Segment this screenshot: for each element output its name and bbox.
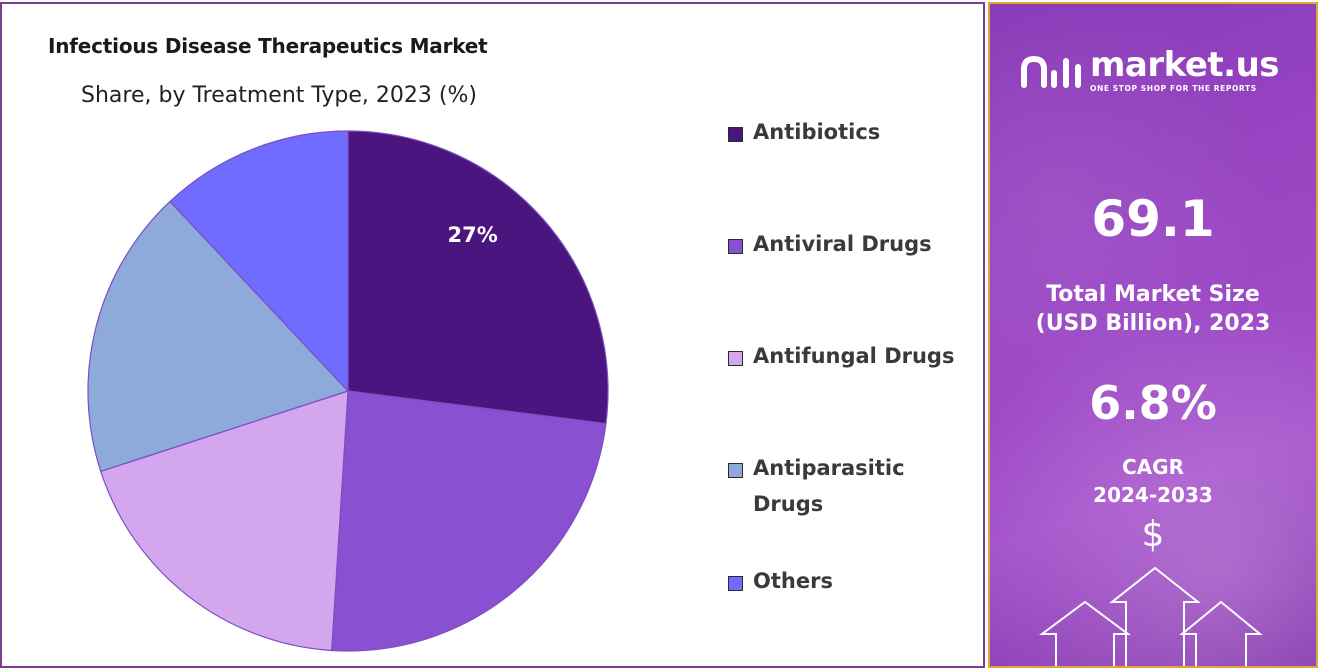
legend-item-antiviral-drugs: Antiviral Drugs (728, 232, 973, 262)
market-us-logo: market.us ONE STOP SHOP FOR THE REPORTS (1020, 45, 1280, 93)
market-size-label-line2: (USD Billion), 2023 (1035, 311, 1271, 336)
legend-label: Antibiotics (753, 120, 881, 144)
market-size-value: 69.1 (1091, 190, 1215, 248)
market-us-logo-icon (1021, 55, 1081, 88)
pie-slice-antiparasitic-drugs (87, 200, 350, 473)
legend-label: Others (753, 569, 833, 593)
legend-item-others: Others (728, 569, 973, 599)
cagr-label: CAGR (1122, 455, 1184, 479)
legend-label: Antifungal Drugs (753, 344, 955, 368)
brand-tagline: ONE STOP SHOP FOR THE REPORTS (1090, 84, 1257, 93)
pie-chart: 27% (87, 130, 609, 652)
chart-legend: Antibiotics Antiviral Drugs Antifungal D… (728, 4, 983, 664)
chart-title: Infectious Disease Therapeutics Market (48, 34, 488, 58)
pie-data-label: 27% (447, 223, 497, 247)
chart-subtitle: Share, by Treatment Type, 2023 (%) (81, 83, 477, 108)
cagr-period: 2024-2033 (1093, 483, 1213, 507)
pie-slice-antifungal-drugs (99, 390, 349, 652)
pie-slice-antiviral-drugs (331, 390, 607, 652)
legend-swatch (728, 127, 743, 142)
brand-name: market.us (1090, 45, 1280, 85)
legend-item-antibiotics: Antibiotics (728, 120, 973, 150)
pie-slice-others (169, 130, 349, 393)
legend-swatch (728, 239, 743, 254)
pie-slice-antibiotics (347, 130, 609, 425)
legend-swatch (728, 576, 743, 591)
legend-label: Antiviral Drugs (753, 232, 932, 256)
legend-item-antiparasitic-drugs: Antiparasitic Drugs (728, 456, 923, 522)
legend-item-antifungal-drugs: Antifungal Drugs (728, 344, 973, 374)
legend-label: Antiparasitic Drugs (753, 456, 905, 516)
growth-arrows-icon (1038, 566, 1263, 666)
market-summary-panel: market.us ONE STOP SHOP FOR THE REPORTS … (988, 2, 1318, 668)
cagr-value: 6.8% (1089, 376, 1217, 430)
panel-background (990, 4, 1316, 666)
legend-swatch (728, 351, 743, 366)
market-size-label-line1: Total Market Size (1046, 282, 1260, 307)
chart-panel: Infectious Disease Therapeutics Market S… (0, 2, 985, 668)
legend-swatch (728, 463, 743, 478)
dollar-icon: $ (1141, 514, 1165, 555)
